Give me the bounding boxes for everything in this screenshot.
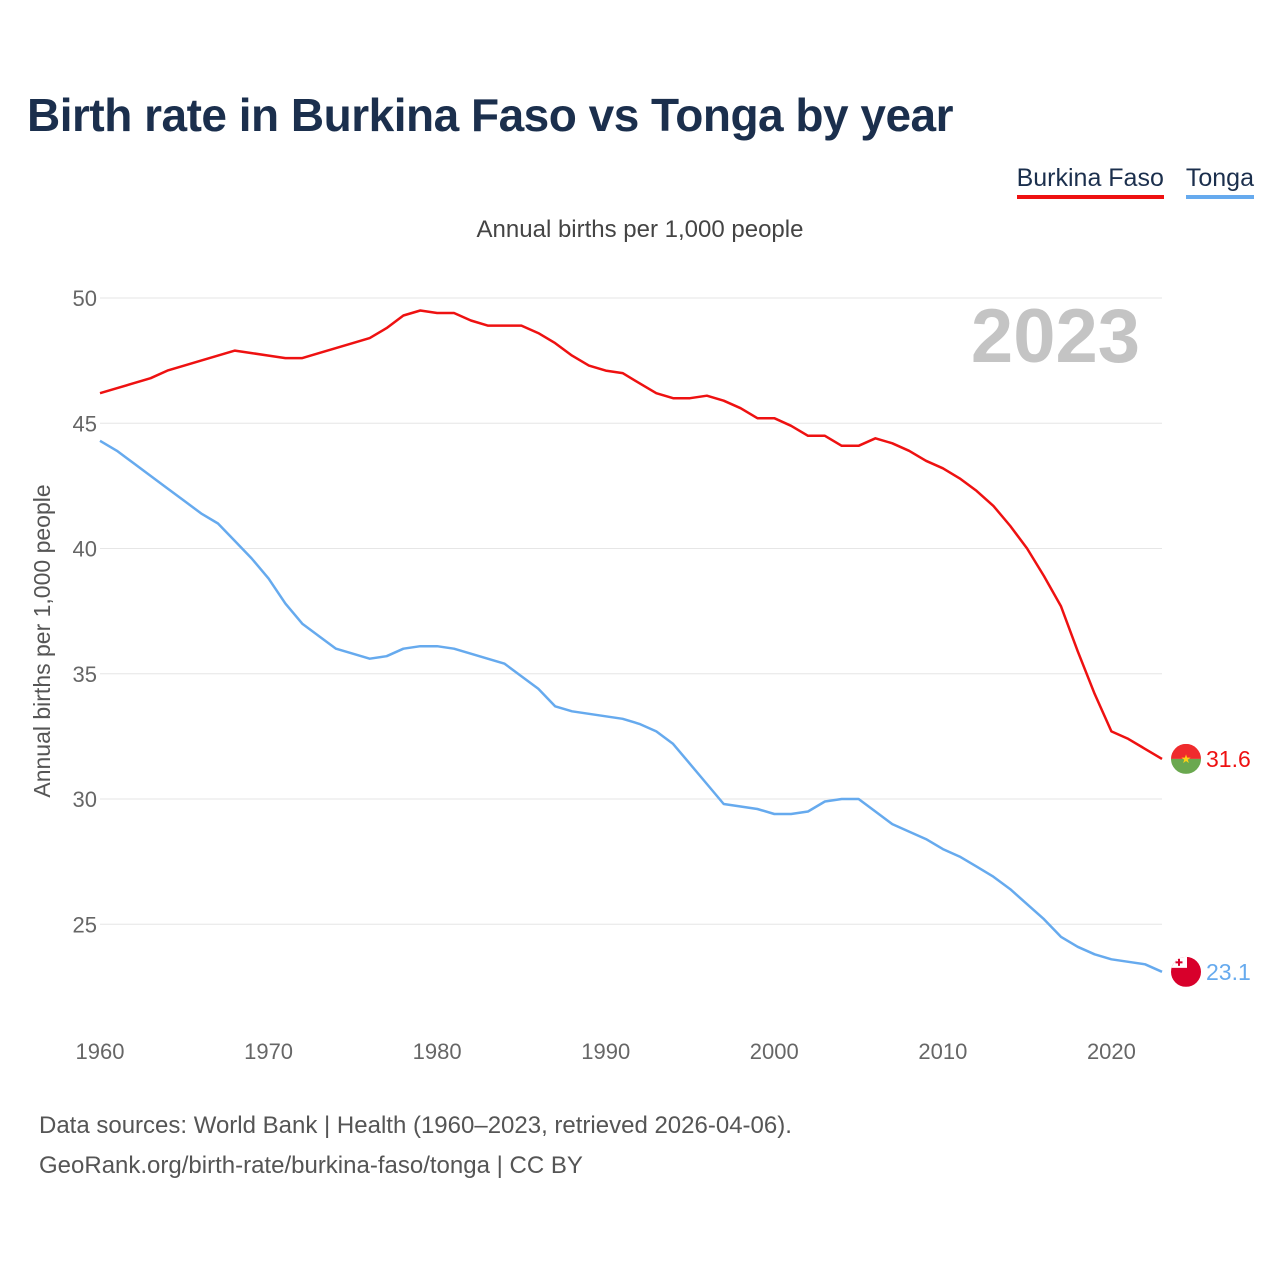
- footer-source: Data sources: World Bank | Health (1960–…: [39, 1112, 792, 1139]
- y-tick-label: 45: [73, 411, 97, 436]
- legend-item-tonga[interactable]: Tonga: [1185, 164, 1254, 199]
- legend: Burkina Faso Tonga: [1016, 164, 1254, 199]
- y-axis-ticks: 25 30 35 40 45 50: [73, 286, 97, 937]
- end-value-label-burkina-faso: 31.6: [1206, 746, 1251, 772]
- end-value-label-tonga: 23.1: [1206, 959, 1251, 985]
- x-axis-ticks: 1960 1970 1980 1990 2000 2010 2020: [76, 1039, 1136, 1064]
- x-tick-label: 1980: [413, 1039, 462, 1064]
- current-year-label: 2023: [971, 294, 1140, 379]
- x-tick-label: 1990: [581, 1039, 630, 1064]
- series-lines: [99, 309, 1163, 973]
- burkina-faso-flag-icon: ★: [1171, 743, 1201, 774]
- series-line-tonga: [99, 439, 1163, 973]
- x-tick-label: 1960: [76, 1039, 125, 1064]
- y-tick-label: 35: [73, 662, 97, 687]
- footer: Data sources: World Bank | Health (1960–…: [39, 1106, 792, 1186]
- y-tick-label: 30: [73, 787, 97, 812]
- x-tick-label: 2010: [918, 1039, 967, 1064]
- legend-item-burkina-faso[interactable]: Burkina Faso: [1016, 164, 1164, 199]
- y-axis-label: Annual births per 1,000 people: [29, 484, 55, 797]
- series-end-markers: ★ 31.6 23.1: [1171, 743, 1251, 987]
- x-tick-label: 1970: [244, 1039, 293, 1064]
- x-tick-label: 2020: [1087, 1039, 1136, 1064]
- y-tick-label: 40: [73, 537, 97, 562]
- series-line-burkina-faso: [99, 309, 1163, 760]
- chart-subtitle: Annual births per 1,000 people: [476, 216, 804, 243]
- footer-link[interactable]: GeoRank.org/birth-rate/burkina-faso/tong…: [39, 1152, 583, 1179]
- grid-lines: [100, 297, 1162, 925]
- svg-text:★: ★: [1181, 752, 1192, 766]
- y-tick-label: 50: [73, 286, 97, 311]
- tonga-flag-icon: [1171, 956, 1201, 987]
- x-tick-label: 2000: [750, 1039, 799, 1064]
- chart-title: Birth rate in Burkina Faso vs Tonga by y…: [27, 89, 954, 141]
- y-tick-label: 25: [73, 912, 97, 937]
